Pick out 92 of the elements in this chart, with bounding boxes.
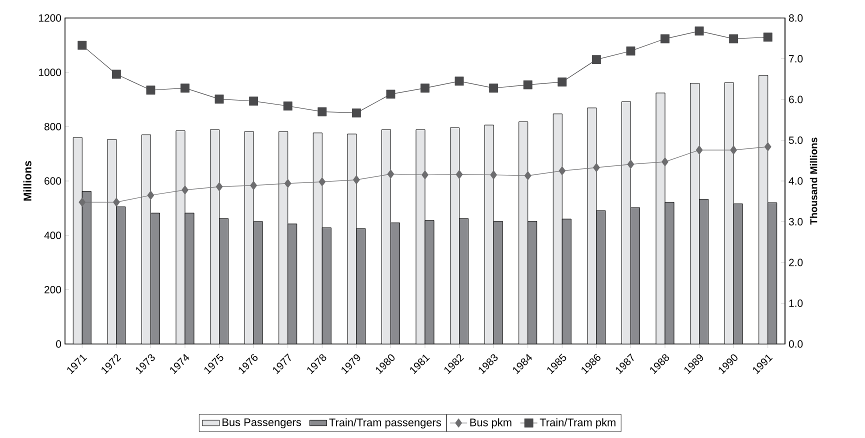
point: [112, 70, 121, 79]
bar: [288, 224, 298, 344]
point: [214, 94, 224, 104]
y2-tick-label: 2.0: [789, 258, 803, 266]
point: [249, 96, 258, 106]
y2-tick-label: 5.0: [788, 136, 803, 144]
point: [387, 170, 394, 179]
bar: [699, 198, 709, 344]
bar: [219, 218, 229, 344]
point: [627, 160, 634, 169]
y2-tick-label: 7.0: [789, 55, 803, 62]
y2-tick-label: 0.0: [788, 340, 803, 348]
point: [696, 146, 703, 155]
y-axis-title: Millions: [23, 161, 32, 201]
bar: [312, 132, 322, 344]
point: [456, 170, 463, 179]
legend-label: Bus Passengers: [222, 418, 302, 428]
point: [146, 86, 156, 95]
bar: [150, 212, 160, 344]
y-tick-label: 400: [44, 232, 62, 240]
point: [180, 84, 190, 93]
point: [592, 55, 601, 64]
y2-tick-label: 6.0: [789, 96, 803, 104]
bar: [552, 114, 562, 344]
bar: [758, 75, 768, 344]
point: [764, 142, 772, 152]
bar: [630, 207, 640, 344]
point: [694, 26, 704, 36]
bar: [733, 204, 743, 344]
bar: [690, 82, 700, 344]
point: [283, 102, 292, 110]
bar: [493, 220, 503, 344]
bar: [72, 137, 82, 344]
bar: [210, 129, 220, 344]
point: [558, 77, 567, 86]
point: [489, 84, 498, 93]
point: [216, 182, 223, 192]
bar: [621, 101, 631, 344]
legend-label: Train/Tram passengers: [329, 418, 441, 428]
point: [318, 177, 326, 186]
y-tick-label: 800: [44, 122, 62, 130]
y2-tick-label: 3.0: [788, 218, 803, 226]
point: [250, 180, 258, 190]
bar: [528, 220, 538, 344]
y2-tick-label: 4.0: [788, 177, 803, 185]
y-tick-label: 600: [44, 177, 62, 185]
bar: [768, 202, 778, 344]
point: [422, 170, 428, 180]
bar: [390, 222, 400, 344]
y2-axis-title: Thousand Millions: [810, 138, 818, 225]
y-tick-label: 1200: [39, 14, 62, 22]
bar: [141, 134, 151, 344]
point: [626, 46, 636, 56]
y-tick-label: 0: [56, 340, 62, 348]
point: [318, 107, 327, 116]
y2-tick-label: 8.0: [788, 14, 803, 22]
point: [147, 190, 154, 200]
point: [454, 76, 464, 86]
bar: [278, 131, 288, 344]
point: [523, 80, 532, 90]
point: [78, 198, 86, 207]
y2-tick-label: 1.0: [789, 300, 803, 307]
bar: [322, 227, 332, 344]
point: [78, 40, 87, 50]
bar: [562, 218, 572, 344]
bar: [381, 129, 391, 344]
y-tick-label: 1000: [39, 68, 62, 76]
point: [730, 146, 738, 155]
point: [386, 90, 396, 99]
bar: [518, 122, 528, 344]
bar: [724, 82, 734, 344]
point: [490, 170, 498, 180]
point: [352, 175, 360, 184]
point: [662, 157, 668, 166]
bar: [459, 218, 468, 344]
point: [524, 171, 532, 180]
point: [352, 108, 361, 118]
point: [420, 84, 430, 93]
bar: [82, 191, 92, 344]
y-tick-label: 200: [44, 286, 62, 294]
point: [182, 185, 188, 194]
bar: [450, 128, 460, 344]
point: [592, 163, 600, 172]
point: [112, 198, 120, 207]
legend-label: Train/Tram pkm: [540, 418, 616, 428]
bar: [484, 124, 494, 344]
legend-label: Bus pkm: [470, 418, 512, 428]
point: [660, 34, 670, 44]
point: [763, 32, 772, 42]
point: [284, 178, 292, 188]
point: [729, 34, 738, 44]
point: [558, 166, 566, 176]
